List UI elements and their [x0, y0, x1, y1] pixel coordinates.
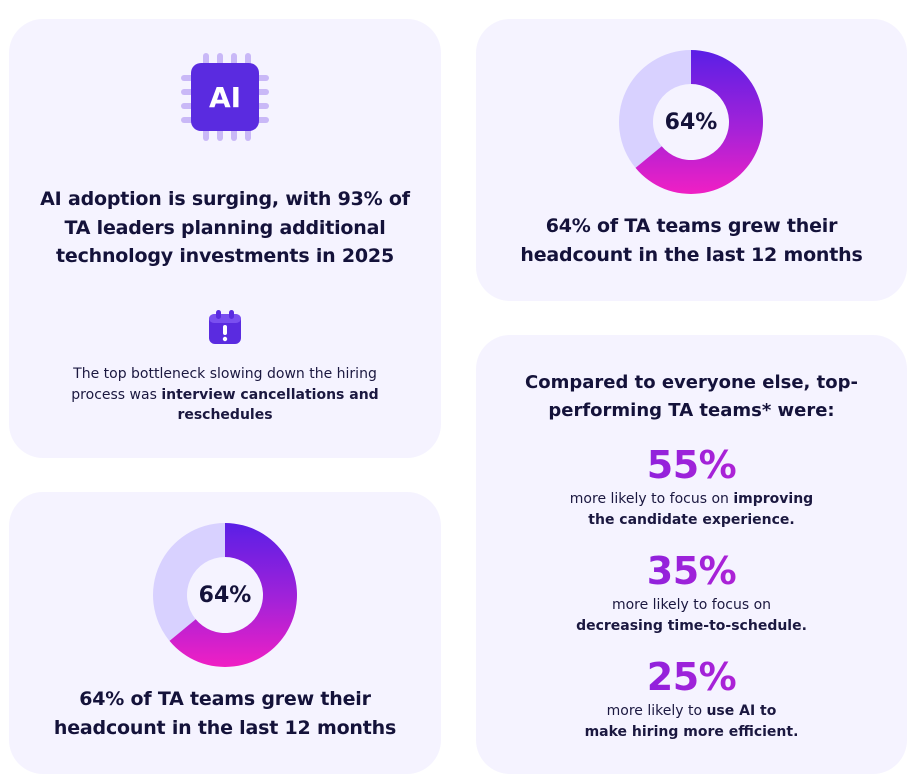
headline-line: technology investments in 2025: [56, 245, 394, 267]
headcount-caption: 64% of TA teams grew their headcount in …: [476, 212, 907, 269]
stat-plain: more likely to focus on: [611, 597, 772, 613]
stat-bold: make hiring more efficient.: [584, 723, 799, 740]
caption-line: 64% of TA teams grew their: [545, 215, 838, 237]
stat-plain: more likely to: [606, 703, 707, 719]
ai-chip-label: AI: [209, 81, 241, 114]
stat-bold: improving: [733, 491, 814, 507]
bottleneck-text: The top bottleneck slowing down the hiri…: [9, 364, 441, 426]
bottleneck-line: process was interview cancellations and: [9, 385, 441, 406]
donut-center-label: 64%: [198, 582, 252, 608]
stat-line: more likely to focus on improving: [476, 489, 907, 510]
stat-plain: more likely to focus on: [569, 491, 734, 507]
bottleneck-plain: process was: [71, 386, 162, 403]
stat-line: make hiring more efficient.: [476, 722, 907, 743]
headcount-caption: 64% of TA teams grew their headcount in …: [9, 685, 441, 742]
stat-line: the candidate experience.: [476, 510, 907, 531]
stat-bold: use AI to: [706, 703, 777, 719]
headline-line: AI adoption is surging, with 93% of: [40, 188, 410, 210]
stat-block: 35% more likely to focus on decreasing t…: [476, 549, 907, 636]
headcount-donut-chart: 64%: [618, 49, 764, 195]
stat-bold: decreasing time-to-schedule.: [576, 617, 807, 634]
headcount-card-bottom: 64% 64% of TA teams grew their headcount…: [9, 492, 441, 774]
ai-adoption-card: AI AI adoption is surging, with 93% of T…: [9, 19, 441, 458]
calendar-alert-icon: [209, 310, 241, 344]
stat-value: 35%: [476, 549, 907, 593]
stat-line: decreasing time-to-schedule.: [476, 616, 907, 637]
donut-svg: [153, 523, 297, 667]
headcount-donut-chart: 64%: [152, 522, 298, 668]
bottleneck-line: The top bottleneck slowing down the hiri…: [73, 366, 377, 382]
donut-slice-grew-headcount: [635, 50, 763, 194]
ai-chip-icon: AI: [181, 53, 269, 141]
stat-value: 55%: [476, 443, 907, 487]
stat-bold: the candidate experience.: [588, 511, 795, 528]
headcount-card-top: 64% 64% of TA teams grew their headcount…: [476, 19, 907, 301]
stat-value: 25%: [476, 655, 907, 699]
donut-slice-other: [153, 523, 225, 641]
donut-slice-grew-headcount: [169, 523, 297, 667]
ai-adoption-headline: AI adoption is surging, with 93% of TA l…: [9, 185, 441, 271]
donut-svg: [619, 50, 763, 194]
compare-title-line: performing TA teams* were:: [548, 400, 835, 421]
headline-line: TA leaders planning additional: [64, 216, 386, 239]
donut-center-label: 64%: [664, 109, 718, 135]
caption-line: headcount in the last 12 months: [520, 243, 863, 266]
stat-line: more likely to use AI to: [476, 701, 907, 722]
bottleneck-bold: reschedules: [177, 407, 273, 423]
compare-title: Compared to everyone else, top- performi…: [476, 369, 907, 425]
top-performers-card: Compared to everyone else, top- performi…: [476, 335, 907, 774]
stat-line: more likely to focus on: [476, 595, 907, 616]
bottleneck-bold: interview cancellations and: [161, 386, 379, 403]
caption-line: 64% of TA teams grew their: [79, 688, 371, 710]
stat-block: 25% more likely to use AI to make hiring…: [476, 655, 907, 742]
bottleneck-line: reschedules: [9, 405, 441, 426]
donut-slice-other: [619, 50, 691, 168]
compare-title-line: Compared to everyone else, top-: [525, 372, 858, 393]
stat-block: 55% more likely to focus on improving th…: [476, 443, 907, 530]
caption-line: headcount in the last 12 months: [53, 716, 397, 739]
